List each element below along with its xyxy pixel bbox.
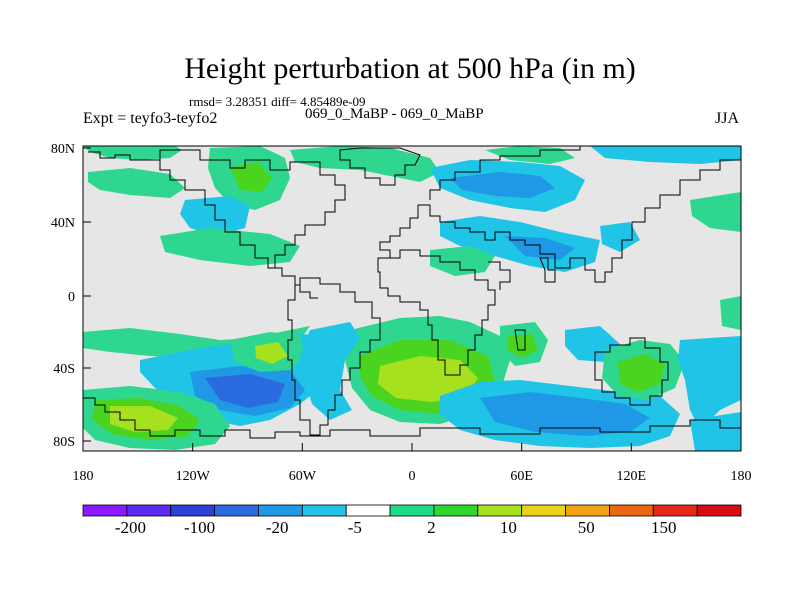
colorbar-label: -20 xyxy=(266,518,289,537)
colorbar-label: 50 xyxy=(578,518,595,537)
colorbar-label: 10 xyxy=(500,518,517,537)
lat-tick-label: 80S xyxy=(53,435,75,450)
field-contour-positive xyxy=(83,146,182,160)
lon-tick-label: 180 xyxy=(73,469,94,484)
coastline-arabia xyxy=(488,261,511,290)
field-contour-negative xyxy=(300,322,360,420)
coastline-antarctica xyxy=(83,397,741,439)
coastline-north-america-west xyxy=(159,160,275,269)
lon-tick-label: 120W xyxy=(176,469,211,484)
lon-tick-label: 120E xyxy=(617,469,647,484)
field-contour-positive xyxy=(160,228,300,266)
field-contour-negative xyxy=(678,336,741,430)
coastline-australia xyxy=(594,337,669,406)
field-contour-positive xyxy=(508,334,538,358)
colorbar-label: -200 xyxy=(115,518,146,537)
height-perturbation-field xyxy=(83,146,741,451)
colorbar-swatch xyxy=(521,504,566,517)
colorbar-swatch xyxy=(565,504,610,517)
experiment-label: Expt = teyfo3-teyfo2 xyxy=(83,110,218,127)
map-title: Height perturbation at 500 hPa (in m) xyxy=(184,52,636,85)
field-contour-positive xyxy=(720,296,741,330)
colorbar-label: 150 xyxy=(651,518,677,537)
case-label: 069_0_MaBP - 069_0_MaBP xyxy=(305,106,484,122)
colorbar-swatch xyxy=(609,504,654,517)
colorbar-swatch xyxy=(301,504,347,517)
field-contour-positive xyxy=(255,342,288,364)
lon-tick-label: 180 xyxy=(731,469,752,484)
colorbar-swatch xyxy=(258,504,303,517)
field-contour-negative xyxy=(450,172,555,198)
colorbar-swatch xyxy=(433,504,479,517)
coastline-africa xyxy=(377,249,496,376)
field-contour-positive xyxy=(618,354,665,392)
field-contour-negative xyxy=(480,392,650,436)
field-contour-positive xyxy=(290,146,440,182)
colorbar-swatch xyxy=(126,504,172,517)
field-contour-positive xyxy=(88,168,185,198)
lon-tick-labels: 180 120W 60W 0 60E 120E 180 xyxy=(73,469,752,484)
field-contour-positive xyxy=(430,246,495,276)
lon-tick-label: 60W xyxy=(289,469,317,484)
lat-tick-label: 80N xyxy=(51,142,75,157)
field-contour-positive xyxy=(378,356,478,402)
coastline-india xyxy=(539,257,556,283)
field-contour-negative xyxy=(590,146,741,164)
colorbar-swatch xyxy=(345,504,391,517)
lat-ticks xyxy=(83,147,91,442)
coastline-eurasia-south xyxy=(379,159,741,283)
colorbar-swatch xyxy=(170,504,215,517)
coastline-south-america xyxy=(287,277,381,436)
lat-tick-label: 0 xyxy=(68,290,75,305)
map-frame: 180 120W 60W 0 60E 120E 180 80N 40N 0 40… xyxy=(51,142,752,484)
colorbar-swatch xyxy=(214,504,259,517)
field-contour-negative xyxy=(205,374,285,408)
stats-label: rmsd= 3.28351 diff= 4.85489e-09 xyxy=(189,94,366,109)
coastline-greenland xyxy=(339,147,421,186)
coastline-madagascar xyxy=(514,329,526,351)
colorbar-swatch xyxy=(82,504,128,517)
colorbar-swatch xyxy=(652,504,698,517)
lat-tick-label: 40S xyxy=(53,362,75,377)
colorbar xyxy=(82,504,742,517)
season-label: JJA xyxy=(715,110,740,127)
colorbar-swatch xyxy=(477,504,523,517)
field-contour-positive xyxy=(690,192,741,232)
lat-tick-label: 40N xyxy=(51,216,75,231)
coastline-eurasia xyxy=(429,146,741,200)
field-contour-negative xyxy=(600,222,640,252)
colorbar-label: -100 xyxy=(184,518,215,537)
coastline-north-america xyxy=(88,149,346,299)
colorbar-swatch xyxy=(696,504,742,517)
colorbar-label: 2 xyxy=(427,518,436,537)
colorbar-labels: -200 -100 -20 -5 2 10 50 150 xyxy=(115,518,677,537)
colorbar-swatch xyxy=(389,504,435,517)
lat-tick-labels: 80N 40N 0 40S 80S xyxy=(51,142,75,450)
colorbar-label: -5 xyxy=(348,518,362,537)
field-contour-negative xyxy=(690,412,741,451)
field-contour-positive xyxy=(110,406,178,432)
lon-tick-label: 0 xyxy=(409,469,416,484)
field-contour-positive xyxy=(230,162,272,192)
lon-ticks xyxy=(82,443,742,451)
coastlines xyxy=(83,146,741,439)
lon-tick-label: 60E xyxy=(510,469,533,484)
